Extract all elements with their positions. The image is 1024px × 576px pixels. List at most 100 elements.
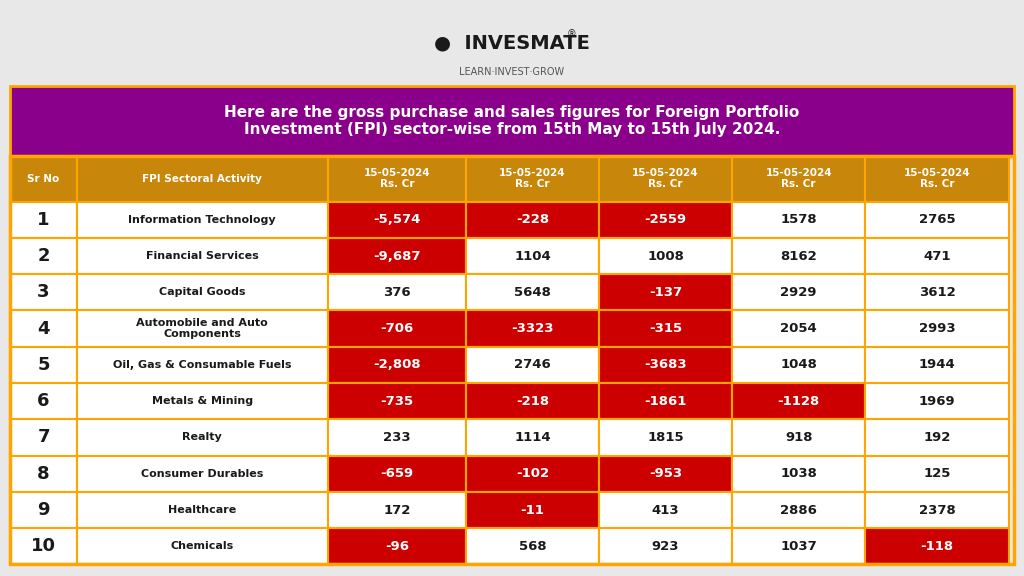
Text: 15-05-2024
Rs. Cr: 15-05-2024 Rs. Cr <box>364 168 430 190</box>
Text: 1969: 1969 <box>919 395 955 408</box>
Bar <box>77 156 328 202</box>
Text: 3612: 3612 <box>919 286 955 299</box>
Bar <box>599 528 732 564</box>
Text: 1104: 1104 <box>514 249 551 263</box>
Text: -3323: -3323 <box>511 322 554 335</box>
Bar <box>10 383 77 419</box>
Bar <box>466 419 599 456</box>
Bar <box>328 274 466 310</box>
Bar <box>466 347 599 383</box>
Bar <box>599 383 732 419</box>
Bar <box>466 310 599 347</box>
Bar <box>77 238 328 274</box>
Bar <box>865 456 1009 492</box>
Bar <box>599 202 732 238</box>
Bar <box>865 274 1009 310</box>
Text: 568: 568 <box>519 540 546 553</box>
Bar <box>77 419 328 456</box>
Text: -2559: -2559 <box>644 213 687 226</box>
Bar <box>328 456 466 492</box>
Text: Automobile and Auto
Components: Automobile and Auto Components <box>136 318 268 339</box>
Text: Oil, Gas & Consumable Fuels: Oil, Gas & Consumable Fuels <box>113 360 292 370</box>
Bar <box>10 419 77 456</box>
Text: 923: 923 <box>652 540 679 553</box>
Bar <box>599 310 732 347</box>
Text: 9: 9 <box>37 501 50 519</box>
Bar <box>10 310 77 347</box>
Text: 5648: 5648 <box>514 286 551 299</box>
Text: -3683: -3683 <box>644 358 687 372</box>
Text: -137: -137 <box>649 286 682 299</box>
Bar <box>328 347 466 383</box>
Bar <box>599 238 732 274</box>
Text: 1815: 1815 <box>647 431 684 444</box>
Text: 172: 172 <box>383 503 411 517</box>
Bar <box>466 156 599 202</box>
Bar <box>865 492 1009 528</box>
Text: LEARN·INVEST·GROW: LEARN·INVEST·GROW <box>460 67 564 77</box>
Bar <box>865 347 1009 383</box>
Bar <box>10 347 77 383</box>
Bar <box>328 419 466 456</box>
Text: ®: ® <box>566 29 577 40</box>
Bar <box>732 202 865 238</box>
Text: Chemicals: Chemicals <box>171 541 233 551</box>
Bar <box>599 156 732 202</box>
Text: 1008: 1008 <box>647 249 684 263</box>
Bar <box>10 492 77 528</box>
Text: 15-05-2024
Rs. Cr: 15-05-2024 Rs. Cr <box>903 168 971 190</box>
Text: 2378: 2378 <box>919 503 955 517</box>
Bar <box>865 528 1009 564</box>
Bar <box>77 456 328 492</box>
Text: 2993: 2993 <box>919 322 955 335</box>
Bar <box>77 383 328 419</box>
Bar <box>599 274 732 310</box>
Text: Here are the gross purchase and sales figures for Foreign Portfolio
Investment (: Here are the gross purchase and sales fi… <box>224 105 800 137</box>
Bar <box>599 347 732 383</box>
Text: Metals & Mining: Metals & Mining <box>152 396 253 406</box>
Bar <box>328 310 466 347</box>
Text: 471: 471 <box>924 249 950 263</box>
Text: 2886: 2886 <box>780 503 817 517</box>
Bar <box>77 310 328 347</box>
Text: 2765: 2765 <box>919 213 955 226</box>
Bar <box>10 86 1014 156</box>
Text: 1944: 1944 <box>919 358 955 372</box>
Text: 2054: 2054 <box>780 322 817 335</box>
Text: 8: 8 <box>37 465 50 483</box>
Text: Consumer Durables: Consumer Durables <box>141 469 263 479</box>
Text: -1861: -1861 <box>644 395 687 408</box>
Bar <box>77 347 328 383</box>
Bar <box>599 456 732 492</box>
Bar <box>10 456 77 492</box>
Text: 15-05-2024
Rs. Cr: 15-05-2024 Rs. Cr <box>499 168 566 190</box>
Text: 413: 413 <box>652 503 679 517</box>
Bar <box>466 274 599 310</box>
Text: 918: 918 <box>785 431 812 444</box>
Text: -11: -11 <box>520 503 545 517</box>
Text: 1037: 1037 <box>780 540 817 553</box>
Bar <box>732 528 865 564</box>
Bar <box>732 156 865 202</box>
Bar <box>10 202 77 238</box>
Bar <box>865 419 1009 456</box>
Text: -5,574: -5,574 <box>373 213 421 226</box>
Bar <box>77 492 328 528</box>
Bar <box>732 310 865 347</box>
Text: -9,687: -9,687 <box>373 249 421 263</box>
Bar <box>10 528 77 564</box>
Text: 125: 125 <box>924 467 950 480</box>
Text: 376: 376 <box>383 286 411 299</box>
Text: Financial Services: Financial Services <box>145 251 259 261</box>
Bar <box>732 274 865 310</box>
Text: -2,808: -2,808 <box>373 358 421 372</box>
Text: -102: -102 <box>516 467 549 480</box>
Bar <box>466 202 599 238</box>
Text: 2929: 2929 <box>780 286 817 299</box>
Bar <box>865 238 1009 274</box>
Text: Information Technology: Information Technology <box>128 215 276 225</box>
Text: -706: -706 <box>380 322 414 335</box>
Text: -735: -735 <box>380 395 414 408</box>
Bar <box>732 419 865 456</box>
Bar <box>732 492 865 528</box>
